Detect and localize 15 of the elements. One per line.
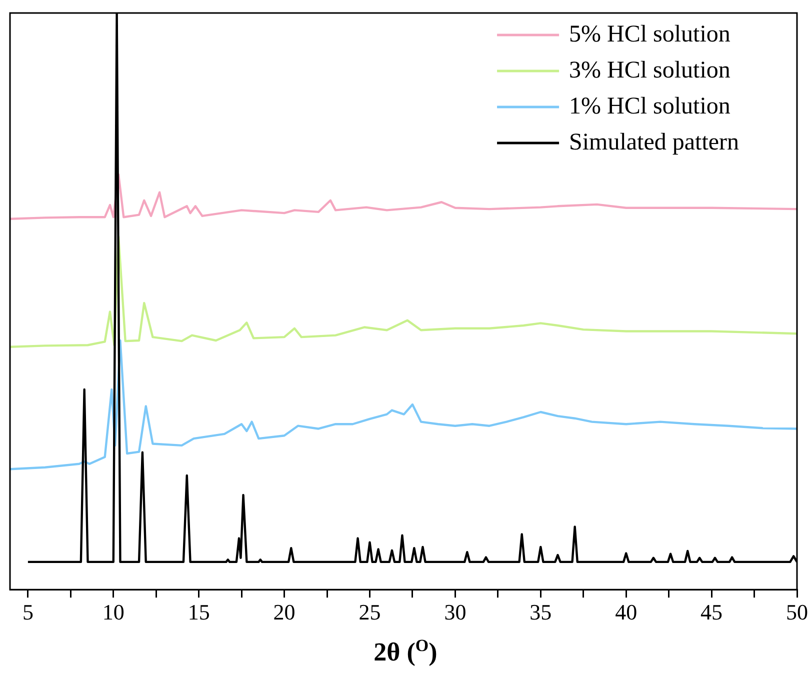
x-tick-label: 40	[615, 600, 638, 625]
x-tick-label: 20	[273, 600, 296, 625]
x-tick-label: 5	[22, 600, 34, 625]
x-tick-label: 45	[700, 600, 723, 625]
x-axis-title: 2θ ($^{O}$)	[372, 636, 438, 668]
legend-label: 1% HCl solution	[569, 93, 730, 120]
legend-label: 3% HCl solution	[569, 57, 730, 84]
x-tick-label: 15	[188, 600, 210, 625]
legend-label: 5% HCl solution	[569, 21, 730, 48]
x-tick-label: 35	[530, 600, 552, 625]
legend-label: Simulated pattern	[569, 129, 740, 156]
x-tick-label: 30	[444, 600, 466, 625]
x-tick-label: 10	[102, 600, 124, 625]
x-tick-label: 25	[358, 600, 381, 625]
x-tick-label: 50	[786, 600, 808, 625]
